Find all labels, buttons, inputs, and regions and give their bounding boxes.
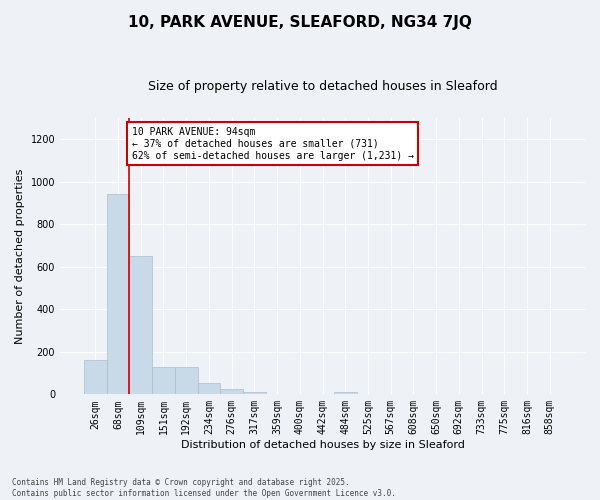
Text: Contains HM Land Registry data © Crown copyright and database right 2025.
Contai: Contains HM Land Registry data © Crown c…: [12, 478, 396, 498]
Y-axis label: Number of detached properties: Number of detached properties: [15, 168, 25, 344]
Bar: [197, 382, 220, 394]
Bar: [130, 256, 152, 394]
Bar: [243, 392, 266, 394]
Bar: [220, 389, 243, 394]
X-axis label: Distribution of detached houses by size in Sleaford: Distribution of detached houses by size …: [181, 440, 464, 450]
Title: Size of property relative to detached houses in Sleaford: Size of property relative to detached ho…: [148, 80, 497, 93]
Text: 10, PARK AVENUE, SLEAFORD, NG34 7JQ: 10, PARK AVENUE, SLEAFORD, NG34 7JQ: [128, 15, 472, 30]
Bar: [84, 360, 107, 394]
Text: 10 PARK AVENUE: 94sqm
← 37% of detached houses are smaller (731)
62% of semi-det: 10 PARK AVENUE: 94sqm ← 37% of detached …: [131, 128, 413, 160]
Bar: [334, 392, 356, 394]
Bar: [107, 194, 130, 394]
Bar: [175, 366, 197, 394]
Bar: [152, 366, 175, 394]
